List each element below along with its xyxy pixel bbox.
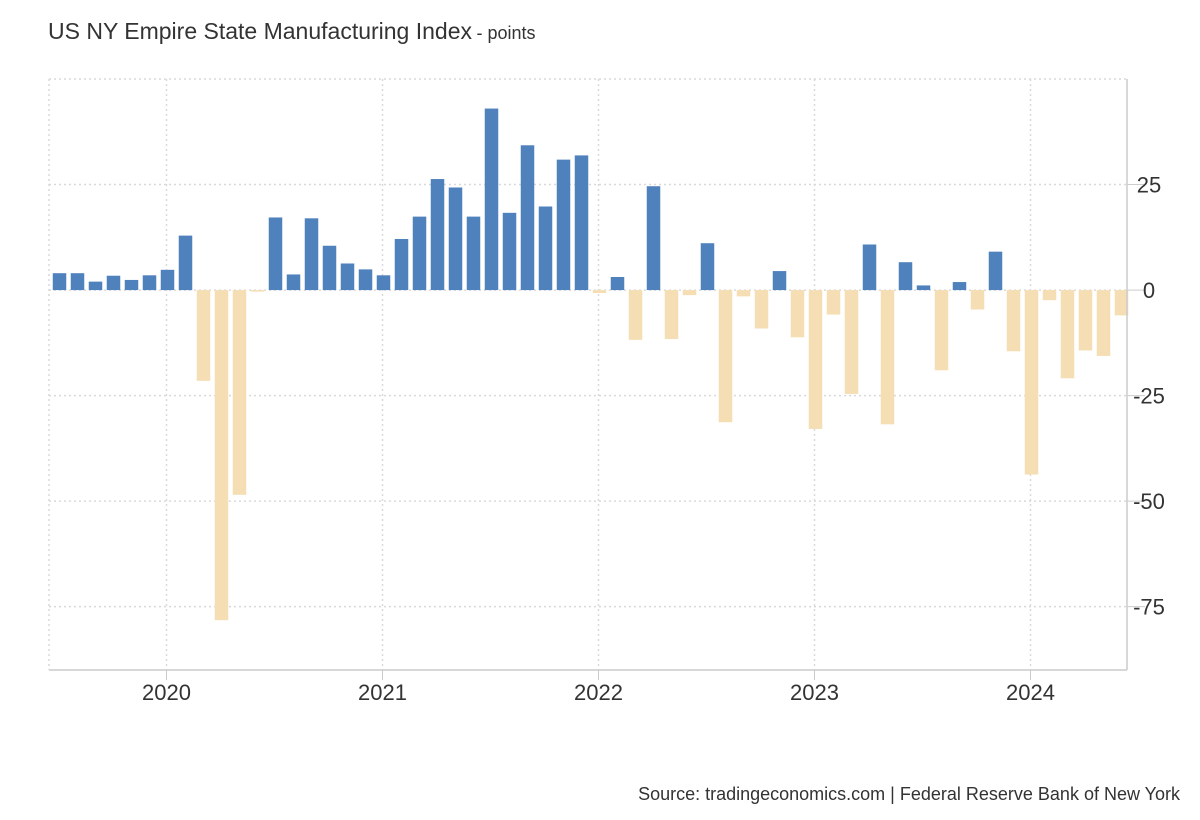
bar-2023-12[interactable]	[1006, 290, 1021, 352]
bar-2021-06[interactable]	[466, 216, 481, 291]
bar-2023-05[interactable]	[880, 290, 895, 425]
bar-2019-07[interactable]	[52, 273, 67, 291]
bar-2022-04[interactable]	[646, 186, 661, 291]
bar-2023-07[interactable]	[916, 285, 931, 291]
bar-2019-12[interactable]	[142, 275, 157, 291]
bar-2024-03[interactable]	[1060, 290, 1075, 379]
bar-2022-12[interactable]	[790, 290, 805, 338]
bar-2023-09[interactable]	[952, 282, 967, 291]
y-tick-label: -50	[1133, 489, 1165, 514]
bar-2020-02[interactable]	[178, 235, 193, 291]
bar-2023-11[interactable]	[988, 251, 1003, 291]
bar-2021-02[interactable]	[394, 238, 409, 291]
bar-2022-10[interactable]	[754, 290, 769, 329]
y-tick-label: 25	[1137, 173, 1161, 198]
bar-2021-07[interactable]	[484, 108, 499, 291]
bar-2020-12[interactable]	[358, 269, 373, 291]
bar-2019-11[interactable]	[124, 279, 139, 291]
bar-layer	[52, 108, 1129, 621]
bar-2020-10[interactable]	[322, 245, 337, 291]
bar-2022-11[interactable]	[772, 271, 787, 291]
x-tick-label: 2024	[1006, 680, 1055, 705]
chart-title-row: US NY Empire State Manufacturing Index -…	[48, 18, 536, 45]
bar-2022-03[interactable]	[628, 290, 643, 340]
bar-2024-01[interactable]	[1024, 290, 1039, 475]
bar-2021-04[interactable]	[430, 179, 445, 291]
bar-2021-05[interactable]	[448, 187, 463, 291]
bar-2021-12[interactable]	[574, 155, 589, 291]
bar-2022-09[interactable]	[736, 290, 751, 297]
bar-2022-06[interactable]	[682, 290, 697, 296]
bar-2020-01[interactable]	[160, 269, 175, 291]
bar-2023-01[interactable]	[808, 290, 823, 429]
y-tick-label: -75	[1133, 595, 1165, 620]
chart-title: US NY Empire State Manufacturing Index	[48, 18, 473, 44]
bar-2020-08[interactable]	[286, 274, 301, 291]
bar-2022-02[interactable]	[610, 276, 625, 291]
bar-2022-01[interactable]	[592, 290, 607, 294]
bar-2023-03[interactable]	[844, 290, 859, 394]
bar-2021-09[interactable]	[520, 145, 535, 291]
bar-2022-05[interactable]	[664, 290, 679, 340]
y-tick-label: -25	[1133, 384, 1165, 409]
bar-2021-03[interactable]	[412, 216, 427, 291]
bar-2021-10[interactable]	[538, 206, 553, 291]
bar-2024-05[interactable]	[1096, 290, 1111, 356]
bar-2023-04[interactable]	[862, 244, 877, 291]
bar-2020-03[interactable]	[196, 290, 211, 381]
x-tick-label: 2022	[574, 680, 623, 705]
tick-label-layer: 25 0 -25 -50 -75 2020 2021 2022 2023 2024	[142, 173, 1165, 705]
bar-2024-02[interactable]	[1042, 290, 1057, 301]
bar-2024-04[interactable]	[1078, 290, 1093, 351]
bar-2019-08[interactable]	[70, 273, 85, 291]
y-tick-label: 0	[1143, 278, 1155, 303]
bar-2020-11[interactable]	[340, 263, 355, 291]
source-note: Source: tradingeconomics.com | Federal R…	[638, 784, 1180, 804]
bar-2021-11[interactable]	[556, 159, 571, 291]
bar-2020-06[interactable]	[250, 290, 265, 292]
bar-2020-05[interactable]	[232, 290, 247, 495]
x-tick-label: 2021	[358, 680, 407, 705]
bar-2020-09[interactable]	[304, 218, 319, 291]
bar-2021-08[interactable]	[502, 212, 517, 291]
bar-2020-07[interactable]	[268, 217, 283, 291]
chart-units: - points	[476, 23, 536, 43]
bar-2021-01[interactable]	[376, 275, 391, 291]
axis-layer	[49, 79, 1145, 680]
bar-2019-10[interactable]	[106, 275, 121, 291]
bar-2023-06[interactable]	[898, 262, 913, 291]
bar-2023-10[interactable]	[970, 290, 985, 310]
bar-2020-04[interactable]	[214, 290, 229, 621]
bar-2023-02[interactable]	[826, 290, 841, 315]
bar-2023-08[interactable]	[934, 290, 949, 371]
x-tick-label: 2020	[142, 680, 191, 705]
x-tick-label: 2023	[790, 680, 839, 705]
bar-2022-08[interactable]	[718, 290, 733, 423]
bar-chart: 25 0 -25 -50 -75 2020 2021 2022 2023 2024	[48, 78, 1165, 705]
bar-2024-06[interactable]	[1114, 290, 1129, 316]
bar-2022-07[interactable]	[700, 243, 715, 291]
bar-2019-09[interactable]	[88, 281, 103, 291]
